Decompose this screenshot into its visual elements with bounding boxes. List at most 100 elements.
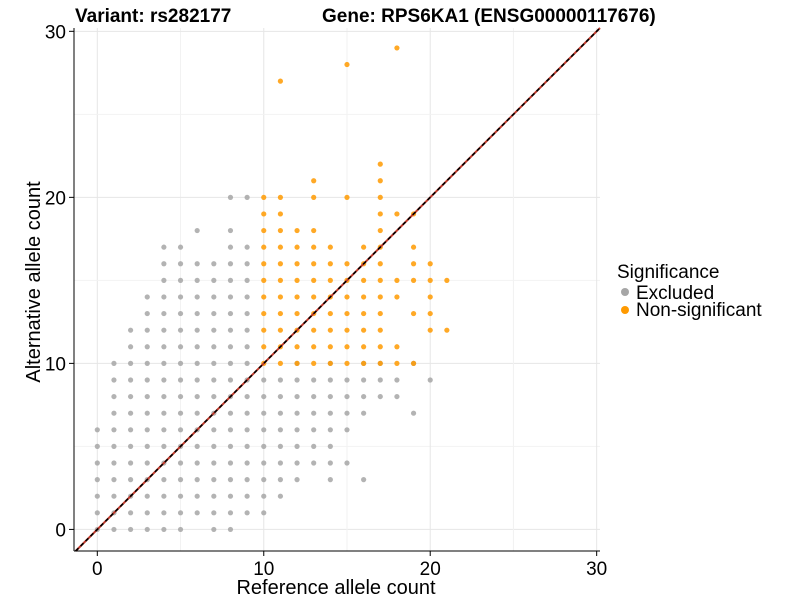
point-excluded <box>227 410 234 416</box>
point-excluded <box>111 526 117 533</box>
point-excluded <box>161 244 167 250</box>
point-excluded <box>227 477 234 483</box>
point-excluded <box>194 360 200 366</box>
point-excluded <box>244 493 250 499</box>
point-excluded <box>361 377 367 383</box>
point-excluded <box>111 360 117 366</box>
point-excluded <box>161 526 167 533</box>
point-non-significant <box>377 327 383 333</box>
point-excluded <box>161 393 167 400</box>
point-excluded <box>127 344 134 350</box>
point-non-significant <box>277 360 284 366</box>
point-excluded <box>161 493 167 499</box>
point-non-significant <box>394 344 400 350</box>
point-excluded <box>277 493 284 499</box>
point-non-significant <box>261 310 267 317</box>
point-excluded <box>227 427 234 433</box>
point-excluded <box>244 244 250 250</box>
point-excluded <box>161 344 167 350</box>
point-excluded <box>144 460 150 466</box>
point-excluded <box>177 261 184 267</box>
point-excluded <box>244 261 250 267</box>
point-excluded <box>211 427 217 433</box>
point-excluded <box>261 460 267 466</box>
x-tick-label: 30 <box>586 559 607 580</box>
point-excluded <box>294 460 300 466</box>
point-non-significant <box>344 327 350 333</box>
point-non-significant <box>311 344 317 350</box>
point-non-significant <box>427 327 433 333</box>
point-excluded <box>144 493 150 499</box>
point-non-significant <box>311 277 317 283</box>
point-excluded <box>327 393 333 400</box>
point-excluded <box>311 443 317 449</box>
point-non-significant <box>261 344 267 350</box>
point-non-significant <box>327 310 333 317</box>
point-excluded <box>194 294 200 300</box>
y-tick-label: 20 <box>45 188 66 209</box>
point-excluded <box>194 344 200 350</box>
point-excluded <box>194 277 200 283</box>
point-excluded <box>194 393 200 400</box>
point-excluded <box>177 244 184 250</box>
point-non-significant <box>311 360 317 366</box>
point-excluded <box>144 310 150 317</box>
point-excluded <box>194 510 200 516</box>
point-excluded <box>410 410 417 416</box>
point-excluded <box>227 310 234 317</box>
point-excluded <box>344 460 350 466</box>
point-non-significant <box>361 244 367 250</box>
point-excluded <box>127 443 134 449</box>
point-non-significant <box>427 310 433 317</box>
point-excluded <box>94 493 100 499</box>
point-excluded <box>211 477 217 483</box>
point-excluded <box>361 477 367 483</box>
point-non-significant <box>277 327 284 333</box>
point-excluded <box>144 360 150 366</box>
point-non-significant <box>410 244 417 250</box>
point-excluded <box>377 393 383 400</box>
point-non-significant <box>294 261 300 267</box>
point-non-significant <box>261 244 267 250</box>
point-non-significant <box>261 294 267 300</box>
point-excluded <box>277 427 284 433</box>
point-excluded <box>244 294 250 300</box>
point-non-significant <box>394 277 400 283</box>
point-excluded <box>211 310 217 317</box>
point-excluded <box>244 460 250 466</box>
point-excluded <box>344 377 350 383</box>
point-excluded <box>311 460 317 466</box>
point-non-significant <box>444 277 450 283</box>
point-non-significant <box>427 277 433 283</box>
point-excluded <box>211 360 217 366</box>
point-excluded <box>311 393 317 400</box>
point-excluded <box>211 344 217 350</box>
legend: Significance Excluded Non-significant <box>617 262 762 321</box>
point-excluded <box>227 244 234 250</box>
point-excluded <box>194 443 200 449</box>
point-non-significant <box>361 327 367 333</box>
point-excluded <box>161 310 167 317</box>
point-excluded <box>177 344 184 350</box>
point-excluded <box>244 443 250 449</box>
point-excluded <box>111 477 117 483</box>
point-excluded <box>144 327 150 333</box>
point-excluded <box>94 477 100 483</box>
point-excluded <box>244 427 250 433</box>
point-excluded <box>161 410 167 416</box>
point-excluded <box>111 493 117 499</box>
x-axis-title: Reference allele count <box>236 577 435 599</box>
point-excluded <box>211 493 217 499</box>
point-non-significant <box>327 261 333 267</box>
point-excluded <box>327 377 333 383</box>
point-excluded <box>127 510 134 516</box>
point-excluded <box>144 377 150 383</box>
point-non-significant <box>261 227 267 234</box>
point-non-significant <box>444 327 450 333</box>
point-excluded <box>427 377 433 383</box>
point-excluded <box>277 393 284 400</box>
point-excluded <box>177 510 184 516</box>
point-excluded <box>94 510 100 516</box>
point-non-significant <box>361 277 367 283</box>
